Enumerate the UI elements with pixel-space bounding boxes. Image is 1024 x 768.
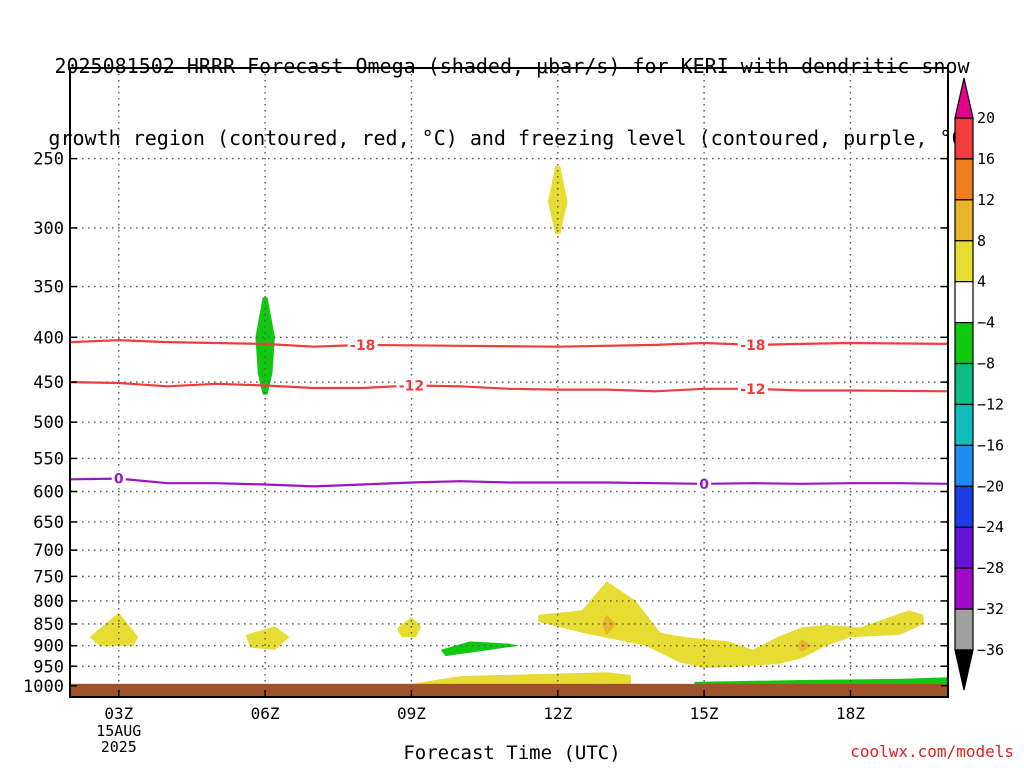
date-label-0: 15AUG — [96, 722, 141, 740]
contour-0 — [69, 477, 949, 488]
omega-region-6 — [538, 581, 924, 669]
colorbar-bin-9 — [954, 485, 974, 528]
chart-title-line2: growth region (contoured, red, °C) and f… — [48, 126, 976, 150]
x-tick-label-03Z: 03Z — [104, 704, 133, 723]
contour--12 — [69, 381, 949, 393]
y-tick-label-400: 400 — [33, 328, 64, 348]
colorbar-bin-1 — [954, 158, 974, 201]
contour-label-bg-1-0 — [396, 377, 427, 394]
omega-region-7 — [601, 614, 617, 635]
colorbar-bin-6 — [954, 362, 974, 406]
ground-fill — [70, 683, 948, 697]
colorbar-label-3: 8 — [977, 232, 986, 250]
chart-title: 2025081502 HRRR Forecast Omega (shaded, … — [0, 6, 1024, 174]
colorbar-bottom-arrow — [954, 649, 974, 691]
colorbar-bin-8 — [954, 444, 974, 487]
contour-label-bg-2-0 — [111, 470, 126, 487]
contour-label-bg-2-1 — [697, 475, 712, 492]
x-tick-label-12Z: 12Z — [543, 704, 572, 723]
colorbar-label-11: −28 — [977, 559, 1004, 577]
colorbar-label-5: −4 — [977, 314, 995, 332]
omega-region-5 — [440, 641, 519, 657]
colorbar-bin-11 — [954, 567, 974, 610]
chart-title-line1: 2025081502 HRRR Forecast Omega (shaded, … — [54, 54, 970, 78]
colorbar-bin-10 — [954, 526, 974, 569]
y-tick-label-450: 450 — [33, 373, 64, 393]
contour-label-2-0: 0 — [114, 472, 124, 488]
date-label-1: 2025 — [101, 738, 137, 756]
colorbar-bin-12 — [954, 608, 974, 651]
contour-label-1-0: -12 — [399, 378, 424, 394]
omega-region-4 — [396, 617, 422, 638]
colorbar-label-0: 20 — [977, 109, 995, 127]
x-tick-label-09Z: 09Z — [397, 704, 426, 723]
y-tick-label-1000: 1000 — [23, 677, 64, 697]
colorbar-label-9: −20 — [977, 477, 1004, 495]
y-tick-label-350: 350 — [33, 278, 64, 298]
omega-region-10 — [694, 677, 948, 686]
y-tick-label-550: 550 — [33, 449, 64, 469]
y-tick-label-950: 950 — [33, 657, 64, 677]
contour-label-0-0: -18 — [350, 338, 375, 354]
colorbar-bin-5 — [954, 322, 974, 365]
contour-label-bg-0-0 — [347, 336, 378, 353]
colorbar-bin-0 — [954, 117, 974, 160]
colorbar-label-13: −36 — [977, 641, 1004, 659]
ground — [70, 683, 948, 697]
x-tick-label-15Z: 15Z — [690, 704, 719, 723]
contour-label-bg-0-1 — [737, 336, 768, 353]
contour-label-0-1: -18 — [740, 338, 765, 354]
contour-label-2-1: 0 — [699, 477, 709, 493]
colorbar-label-4: 4 — [977, 273, 986, 291]
colorbar-top-arrow — [954, 77, 974, 119]
y-tick-label-700: 700 — [33, 541, 64, 561]
colorbar-label-1: 16 — [977, 150, 995, 168]
colorbar-label-6: −8 — [977, 355, 995, 373]
y-tick-label-900: 900 — [33, 637, 64, 657]
colorbar-bin-7 — [954, 403, 974, 446]
contours: -18 -18 -12 -12 0 0 — [69, 336, 949, 493]
grid-lines — [70, 68, 948, 697]
colorbar-label-10: −24 — [977, 518, 1004, 536]
contour-label-1-1: -12 — [740, 382, 765, 398]
colorbar-label-12: −32 — [977, 600, 1004, 618]
omega-region-9 — [70, 672, 631, 686]
omega-region-1 — [255, 297, 275, 395]
y-tick-label-500: 500 — [33, 413, 64, 433]
colorbar-bin-2 — [954, 199, 974, 242]
colorbar: 20 16 12 8 4 −4 −8 −12 −16 −20 −24 −28 −32 −36 — [954, 77, 1004, 691]
omega-region-3 — [245, 626, 290, 650]
y-tick-label-600: 600 — [33, 483, 64, 503]
colorbar-label-8: −16 — [977, 436, 1004, 454]
x-axis-label: Forecast Time (UTC) — [403, 742, 621, 764]
colorbar-bin-4 — [954, 281, 974, 324]
y-tick-label-750: 750 — [33, 567, 64, 587]
colorbar-label-2: 12 — [977, 191, 995, 209]
colorbar-label-7: −12 — [977, 395, 1004, 413]
x-tick-label-18Z: 18Z — [836, 704, 865, 723]
credit-text: coolwx.com/models — [850, 742, 1014, 761]
omega-region-2 — [89, 612, 139, 646]
colorbar-bin-3 — [954, 240, 974, 283]
axes: 2503003504004505005506006507007508008509… — [23, 67, 949, 756]
contour-label-bg-1-1 — [737, 380, 768, 397]
contour--18 — [69, 339, 949, 348]
y-tick-label-850: 850 — [33, 615, 64, 635]
y-tick-label-800: 800 — [33, 592, 64, 612]
omega-region-8 — [796, 639, 812, 652]
y-tick-label-300: 300 — [33, 219, 64, 239]
x-tick-label-06Z: 06Z — [251, 704, 280, 723]
y-tick-label-250: 250 — [33, 150, 64, 170]
omega-shading — [70, 166, 948, 686]
y-tick-label-650: 650 — [33, 513, 64, 533]
